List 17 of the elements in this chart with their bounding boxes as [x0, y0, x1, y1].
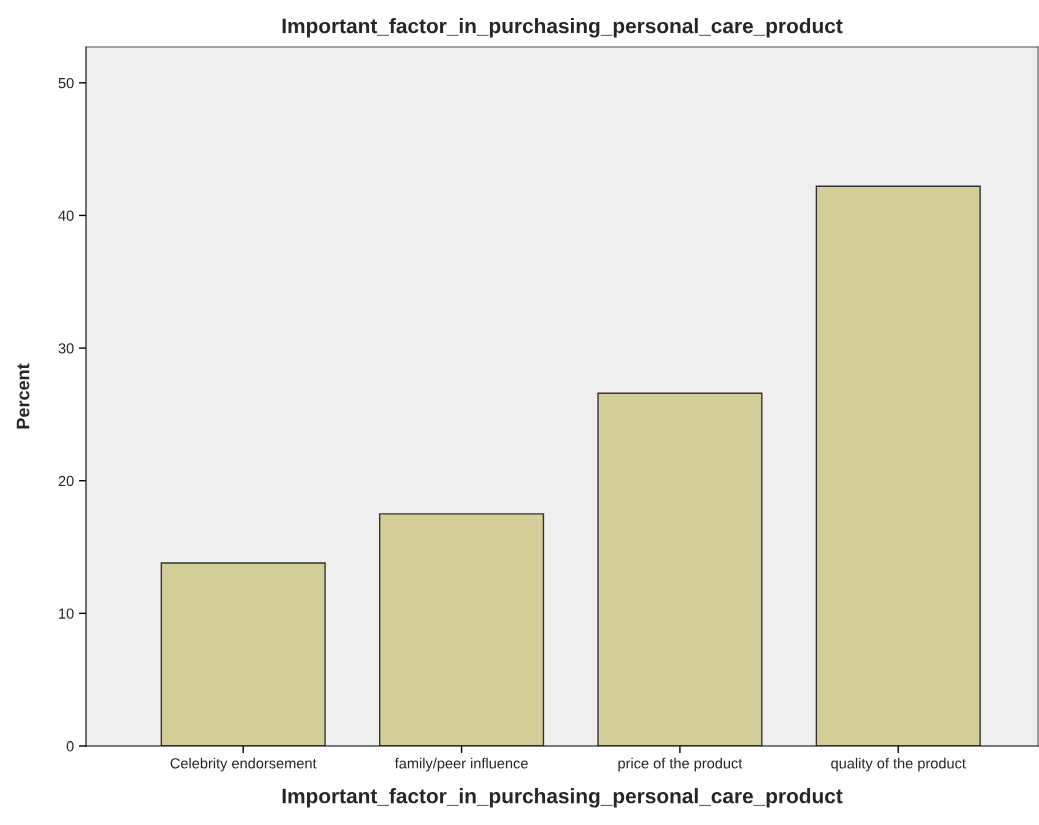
x-tick-label: quality of the product [831, 757, 966, 772]
y-axis-title: Percent [16, 363, 30, 429]
bar [378, 513, 545, 746]
y-tick-label: 10 [59, 608, 74, 619]
bar [815, 185, 981, 746]
x-tick-label: family/peer influence [394, 757, 528, 772]
x-axis-title: Important_factor_in_purchasing_personal_care_product [282, 788, 843, 808]
x-tick-label: price of the product [618, 757, 743, 772]
y-tick-label: 30 [58, 343, 74, 354]
bar [597, 392, 763, 746]
chart-title: Important_factor_in_purchasing_personal_care_product [282, 18, 843, 38]
x-tick-label: Celebrity endorsement [170, 757, 317, 772]
y-tick-label: 20 [58, 475, 74, 487]
y-tick-label: 40 [58, 210, 74, 221]
y-tick-label: 0 [66, 741, 74, 752]
bar [160, 562, 326, 746]
y-tick-label: 50 [58, 77, 74, 89]
